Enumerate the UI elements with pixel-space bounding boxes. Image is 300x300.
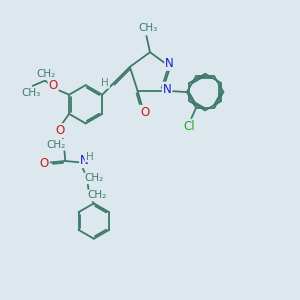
Text: CH₂: CH₂ <box>88 190 107 200</box>
Text: O: O <box>39 157 49 169</box>
Text: O: O <box>49 79 58 92</box>
Text: O: O <box>140 106 149 119</box>
Text: CH₃: CH₃ <box>22 88 41 98</box>
Text: CH₂: CH₂ <box>47 140 66 150</box>
Text: H: H <box>101 78 109 88</box>
Text: CH₃: CH₃ <box>138 23 158 33</box>
Text: N: N <box>165 57 174 70</box>
Text: CH₂: CH₂ <box>85 173 104 183</box>
Text: CH₂: CH₂ <box>36 69 55 79</box>
Text: H: H <box>85 152 93 162</box>
Text: O: O <box>55 124 64 137</box>
Text: Cl: Cl <box>183 120 195 133</box>
Text: N: N <box>163 82 172 96</box>
Text: N: N <box>80 154 89 167</box>
